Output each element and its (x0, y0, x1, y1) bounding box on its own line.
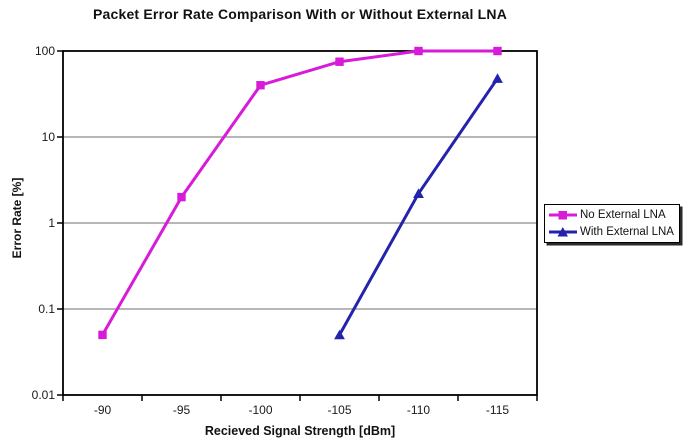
data-point-square-marker (493, 46, 502, 56)
x-tick-label: -110 (407, 403, 430, 417)
data-point-triangle-marker (413, 188, 424, 198)
legend-entry-no-external-lna: No External LNA (548, 207, 676, 223)
y-tick-label: 1 (48, 216, 55, 230)
data-point-square-marker (256, 81, 265, 90)
legend-label: No External LNA (580, 209, 666, 221)
y-tick-label: 0.1 (38, 302, 55, 316)
series-line-no-external-lna (101, 49, 499, 337)
y-tick-label: 10 (42, 130, 56, 144)
x-tick-label: -95 (173, 403, 191, 417)
data-point-triangle-marker (334, 329, 345, 340)
data-point-square-marker (335, 57, 344, 66)
y-axis-title: Error Rate [%] (10, 177, 24, 259)
data-point-square-marker (98, 330, 107, 340)
legend-square-marker-icon (549, 211, 577, 220)
y-tick-label: 0.01 (32, 388, 56, 402)
legend: No External LNA With External LNA (544, 204, 680, 243)
y-tick-label: 100 (35, 44, 55, 58)
chart-title: Packet Error Rate Comparison With or Wit… (92, 6, 508, 22)
x-tick-label: -100 (248, 403, 272, 417)
x-tick-label: -105 (327, 403, 351, 417)
data-point-triangle-marker (492, 73, 503, 83)
x-tick-label: -115 (486, 403, 509, 417)
series-line-with-external-lna (338, 76, 499, 337)
data-point-square-marker (177, 192, 186, 202)
data-point-square-marker (414, 46, 423, 56)
legend-triangle-marker-icon (549, 227, 577, 237)
x-tick-label: -90 (94, 403, 112, 417)
x-axis-title: Recieved Signal Strength [dBm] (204, 424, 396, 438)
legend-entry-with-external-lna: With External LNA (548, 224, 676, 240)
legend-label: With External LNA (580, 226, 674, 238)
